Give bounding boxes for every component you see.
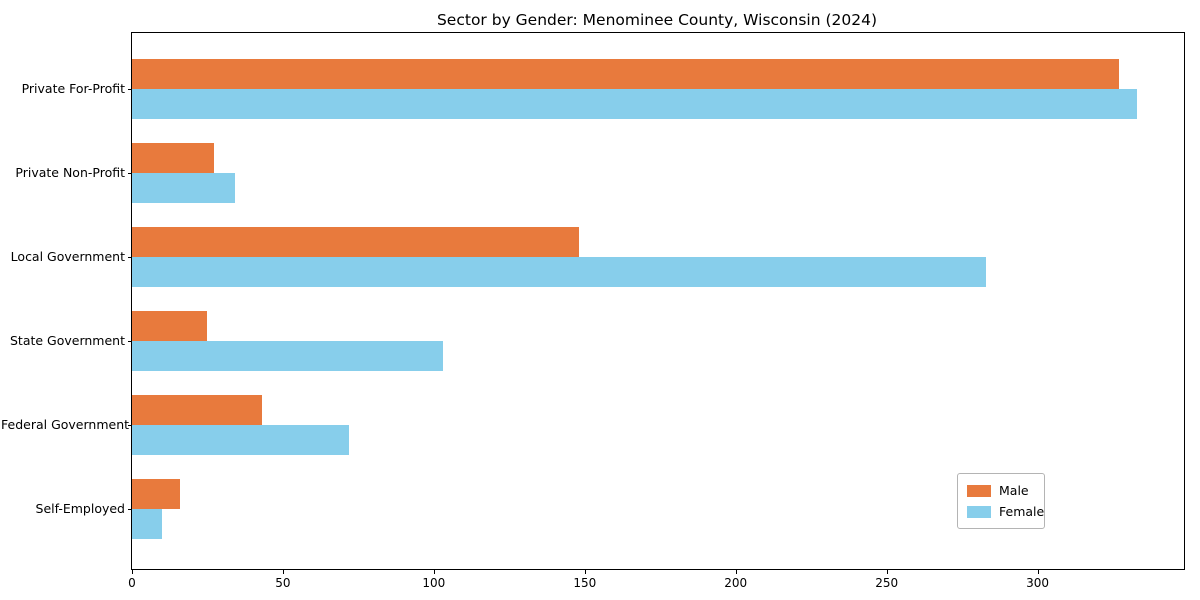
bar-male-3: [132, 311, 207, 341]
x-axis-tick-label: 100: [422, 576, 446, 590]
bar-male-1: [132, 143, 214, 173]
y-axis-label: State Government: [9, 333, 125, 348]
legend-swatch-female: [967, 505, 991, 518]
y-axis-tick: [128, 509, 132, 510]
legend: Male Female: [957, 473, 1045, 529]
bar-female-1: [132, 173, 235, 203]
y-axis-tick: [128, 425, 132, 426]
legend-label: Male: [999, 483, 1029, 498]
x-axis-tick-label: 250: [875, 576, 899, 590]
y-axis-tick: [128, 173, 132, 174]
x-axis-tick: [1037, 570, 1039, 574]
legend-swatch-male: [967, 484, 991, 497]
bar-male-2: [132, 227, 579, 257]
y-axis-label: Federal Government: [1, 417, 130, 432]
x-axis-tick-label: 50: [275, 576, 291, 590]
bar-female-5: [132, 509, 162, 539]
bar-female-2: [132, 257, 986, 287]
bar-female-0: [132, 89, 1137, 119]
x-axis-tick: [132, 570, 133, 574]
bar-female-4: [132, 425, 349, 455]
x-axis-tick: [735, 570, 737, 574]
bar-male-5: [132, 479, 180, 509]
legend-label: Female: [999, 504, 1045, 519]
x-axis-tick-label: 0: [128, 576, 136, 590]
y-axis-label: Local Government: [10, 249, 125, 264]
x-axis-tick: [433, 570, 435, 574]
bar-male-4: [132, 395, 262, 425]
y-axis-tick: [128, 89, 132, 90]
x-axis-tick-label: 150: [573, 576, 597, 590]
bar-male-0: [132, 59, 1119, 89]
plot-area: Private For-Profit Private Non-Profit Loca…: [1, 32, 1185, 590]
y-axis-tick: [128, 257, 132, 258]
x-axis-tick: [886, 570, 888, 574]
y-axis-tick: [128, 341, 132, 342]
x-axis-tick: [282, 570, 284, 574]
legend-entry-male: Male: [958, 480, 1044, 501]
chart-title: Sector by Gender: Menominee County, Wisc…: [436, 11, 878, 29]
x-axis-tick-label: 300: [1026, 576, 1050, 590]
y-axis-label: Self-Employed: [35, 501, 125, 516]
bar-female-3: [132, 341, 443, 371]
y-axis-label: Private For-Profit: [21, 81, 125, 96]
x-axis-tick-label: 200: [724, 576, 748, 590]
legend-entry-female: Female: [958, 501, 1044, 522]
x-axis-tick: [584, 570, 586, 574]
y-axis-label: Private Non-Profit: [15, 165, 125, 180]
